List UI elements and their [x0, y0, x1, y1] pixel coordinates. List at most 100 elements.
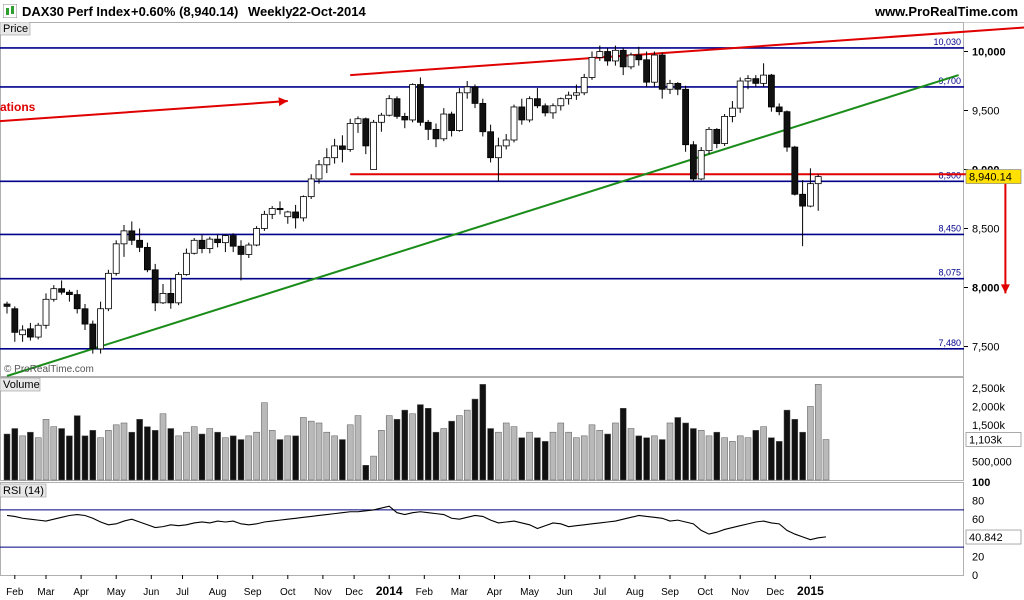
time-label: Aug: [209, 587, 227, 598]
volume-bar: [81, 435, 89, 481]
volume-bar: [346, 424, 354, 481]
volume-bar: [596, 430, 604, 481]
time-label: Aug: [626, 587, 644, 598]
candle-body: [768, 74, 775, 108]
current-value-tag: [965, 432, 1022, 447]
volume-bar: [175, 435, 182, 481]
candle-body: [292, 211, 300, 219]
volume-bar: [385, 415, 393, 481]
time-label: Sep: [244, 587, 262, 598]
volume-bar: [697, 430, 705, 481]
candle-body: [143, 246, 151, 271]
candle-body: [182, 252, 190, 275]
volume-bar: [34, 437, 42, 481]
level-label: 8,450: [938, 223, 961, 233]
rsi-panel-tab[interactable]: [0, 483, 47, 498]
trend-line: [350, 26, 1024, 77]
volume-bar: [791, 419, 799, 481]
candle-body: [97, 308, 104, 350]
volume-bar: [651, 435, 658, 481]
rsi-tick-label: 0: [972, 570, 978, 582]
volume-bar: [73, 415, 81, 481]
volume-bar: [573, 437, 580, 481]
volume-bar: [705, 435, 713, 481]
panel-labels: Price Volume RSI (14) © ProRealTime.com …: [0, 22, 94, 498]
volume-bar: [237, 439, 245, 481]
volume-bar: [378, 430, 385, 481]
volume-bar: [471, 398, 479, 481]
volume-bar: [580, 435, 588, 481]
candle-body: [729, 107, 736, 117]
candle-body: [807, 183, 814, 207]
price-tick-label: 8,500: [972, 224, 1000, 236]
candle-body: [643, 59, 650, 83]
time-label: 2015: [797, 584, 824, 598]
volume-bar: [627, 428, 635, 481]
candle-body: [393, 98, 401, 117]
volume-bar: [666, 422, 674, 481]
site-link[interactable]: www.ProRealTime.com: [874, 4, 1018, 19]
current-value-tag: [965, 529, 1022, 545]
time-label: May: [520, 587, 539, 598]
current-value-label: 8,940.14: [969, 172, 1012, 184]
candle-body: [479, 103, 487, 133]
volume-bar: [674, 417, 682, 481]
candle-body: [697, 150, 705, 180]
rsi-tick-label: 20: [972, 551, 984, 563]
candle-body: [432, 128, 440, 140]
volume-bar: [11, 428, 19, 481]
volume-bar: [752, 430, 760, 481]
candle-body: [799, 193, 806, 207]
candle-body: [612, 49, 619, 62]
time-label: Jul: [593, 587, 606, 598]
candle-body: [260, 213, 268, 229]
volume-bar: [424, 408, 432, 481]
volume-bar: [58, 428, 65, 481]
candle-body: [105, 272, 112, 310]
candle-body: [221, 235, 229, 244]
level-lines: 10,030 9,700 8,900 8,450 8,075 7,480: [0, 37, 964, 350]
volume-bar: [768, 437, 775, 481]
candle-body: [705, 128, 713, 152]
volume-bar: [307, 420, 315, 481]
candle-body: [42, 298, 50, 326]
volume-bar: [42, 419, 50, 481]
volume-bar: [362, 465, 370, 481]
candle-body: [518, 106, 526, 121]
volume-bar: [167, 428, 175, 481]
candle-body: [253, 228, 261, 246]
volume-panel-tab[interactable]: [0, 377, 41, 392]
volume-bar: [612, 422, 619, 481]
volume-bar: [448, 420, 455, 481]
candle-body: [448, 113, 456, 131]
chart-area[interactable]: 10,030 9,700 8,900 8,450 8,075 7,480 7,500 8,0…: [0, 22, 1024, 600]
candle-body: [760, 74, 767, 84]
candle-body: [229, 235, 237, 247]
level-label: 9,700: [938, 76, 961, 86]
candle-body: [635, 54, 643, 61]
volume-bar: [658, 439, 666, 481]
time-label: Dec: [766, 587, 784, 598]
volume-bar: [144, 426, 151, 481]
period-label[interactable]: Weekly: [248, 4, 293, 19]
candle-body: [385, 98, 393, 116]
price-panel-tab[interactable]: [0, 22, 31, 36]
current-value-tag: [965, 169, 1022, 184]
candle-body: [596, 51, 604, 58]
volume-tick-label: 2,000k: [972, 401, 1006, 413]
time-label: Nov: [731, 587, 749, 598]
volume-bar: [814, 384, 822, 481]
volume-bar: [354, 415, 362, 481]
candle-body: [651, 54, 658, 83]
level-label: 10,030: [933, 37, 961, 47]
candle-body: [89, 323, 97, 350]
volume-bar: [799, 431, 806, 481]
rsi-panel-label: RSI (14): [3, 485, 44, 497]
volume-bar: [736, 435, 744, 481]
volume-bar: [214, 431, 221, 481]
panel-frame: [0, 22, 964, 377]
instrument-name[interactable]: DAX30 Perf Index: [22, 4, 131, 19]
volume-bar: [198, 433, 206, 481]
candle-body: [167, 292, 175, 304]
volume-bar: [3, 433, 11, 481]
